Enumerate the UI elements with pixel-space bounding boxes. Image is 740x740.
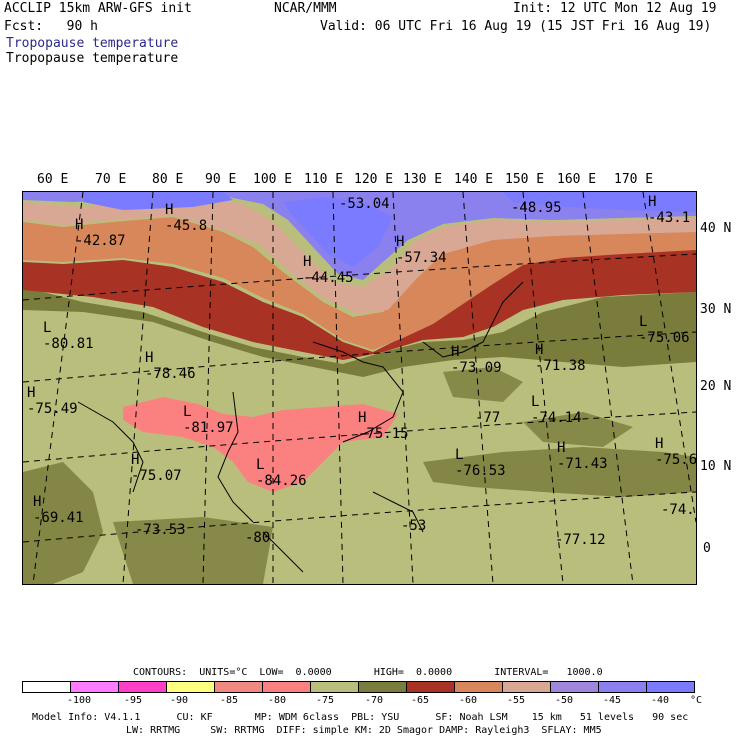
colorbar-tick: -60 (459, 695, 478, 706)
extremum-label: H -75.15 (358, 410, 409, 442)
lon-label: 110 E (304, 172, 344, 187)
lon-label: 170 E (614, 172, 654, 187)
lat-label: 10 N (700, 459, 732, 474)
lon-label: 100 E (253, 172, 293, 187)
model-info-line1: Model Info: V4.1.1 CU: KF MP: WDM 6class… (32, 712, 689, 723)
colorbar-tick: -70 (365, 695, 384, 706)
lon-label: 70 E (95, 172, 127, 187)
lon-label: 120 E (354, 172, 394, 187)
colorbar-tick: -100 (67, 695, 92, 706)
forecast-hour: Fcst: 90 h (4, 19, 98, 34)
extremum-label: L -81.97 (183, 404, 234, 436)
colorbar-tick: -80 (268, 695, 287, 706)
lat-label: 20 N (700, 379, 732, 394)
colorbar-swatch (311, 682, 359, 692)
color-scale-bar (22, 681, 695, 693)
extremum-label: H -42.87 (75, 217, 126, 249)
colorbar-swatch (71, 682, 119, 692)
colorbar-tick: -45 (603, 695, 622, 706)
colorbar-tick: -75 (316, 695, 335, 706)
lon-label: 90 E (205, 172, 237, 187)
model-info-line2: LW: RRTMG SW: RRTMG DIFF: simple KM: 2D … (126, 725, 602, 736)
extremum-label: H -71.43 (557, 440, 608, 472)
lon-label: 130 E (403, 172, 443, 187)
lon-label: 140 E (454, 172, 494, 187)
colorbar-swatch (455, 682, 503, 692)
colorbar-swatch (359, 682, 407, 692)
valid-time: Valid: 06 UTC Fri 16 Aug 19 (15 JST Fri … (320, 19, 712, 34)
extremum-label: H -44.45 (303, 254, 354, 286)
lat-label: 30 N (700, 302, 732, 317)
extremum-label: H -73.09 (451, 344, 502, 376)
init-time: Init: 12 UTC Mon 12 Aug 19 (513, 1, 717, 16)
colorbar-swatch (23, 682, 71, 692)
extremum-label: H -75.07 (131, 452, 182, 484)
lon-label: 160 E (557, 172, 597, 187)
extremum-label: H -45.8 (165, 202, 208, 234)
colorbar-swatch (551, 682, 599, 692)
tropopause-temperature-map: H -42.87 H -45.8 -53.04 H -44.45 H -57.34 -4… (22, 191, 697, 585)
colorbar-unit: °C (690, 695, 703, 706)
extremum-label: H -43.1 (648, 194, 691, 226)
field-name-primary: Tropopause temperature (6, 36, 179, 51)
extremum-label: -77 (475, 410, 501, 426)
extremum-label: L -80.81 (43, 320, 94, 352)
field-name-secondary: Tropopause temperature (6, 51, 179, 66)
extremum-label: H -69.41 (33, 494, 84, 526)
plot-title: ACCLIP 15km ARW-GFS init (4, 1, 192, 16)
lon-label: 60 E (37, 172, 69, 187)
contour-info: CONTOURS: UNITS=°C LOW= 0.0000 HIGH= 0.0… (133, 667, 603, 678)
extremum-label: H -75.49 (27, 385, 78, 417)
lon-label: 150 E (505, 172, 545, 187)
organization: NCAR/MMM (274, 1, 337, 16)
extremum-label: -48.95 (511, 200, 562, 216)
extremum-label: H -57.34 (396, 234, 447, 266)
extremum-label: -53 (401, 518, 427, 534)
colorbar-swatch (119, 682, 167, 692)
colorbar-swatch (215, 682, 263, 692)
extremum-label: L -84.26 (256, 457, 307, 489)
extremum-label: H -71.38 (535, 342, 586, 374)
extremum-label: L -75.06 (639, 314, 690, 346)
lat-label: 0 (703, 541, 711, 556)
colorbar-swatch (263, 682, 311, 692)
colorbar-tick: -50 (555, 695, 574, 706)
colorbar-swatch (167, 682, 215, 692)
colorbar-swatch (599, 682, 647, 692)
extremum-label: H -75.6 (655, 436, 697, 468)
extremum-label: L -74.14 (531, 394, 582, 426)
colorbar-swatch (407, 682, 455, 692)
colorbar-swatch (503, 682, 551, 692)
colorbar-tick: -85 (220, 695, 239, 706)
extremum-label: -73.53 (135, 522, 186, 538)
colorbar-swatch (647, 682, 694, 692)
colorbar-tick: -95 (124, 695, 143, 706)
colorbar-tick: -55 (507, 695, 526, 706)
extremum-label: -80 (245, 530, 271, 546)
extremum-label: L -76.53 (455, 447, 506, 479)
extremum-label: -77.12 (555, 532, 606, 548)
extremum-label: -53.04 (339, 196, 390, 212)
map-field-shading (23, 192, 696, 584)
colorbar-tick: -40 (651, 695, 670, 706)
lon-label: 80 E (152, 172, 184, 187)
lat-label: 40 N (700, 221, 732, 236)
colorbar-tick: -90 (170, 695, 189, 706)
colorbar-tick: -65 (411, 695, 430, 706)
extremum-label: H -78.46 (145, 350, 196, 382)
extremum-label: -74. (661, 502, 695, 518)
